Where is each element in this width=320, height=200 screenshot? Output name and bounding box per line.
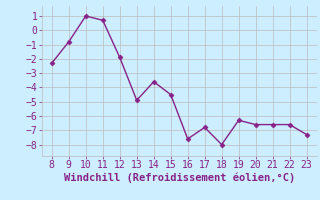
X-axis label: Windchill (Refroidissement éolien,°C): Windchill (Refroidissement éolien,°C) [64, 173, 295, 183]
